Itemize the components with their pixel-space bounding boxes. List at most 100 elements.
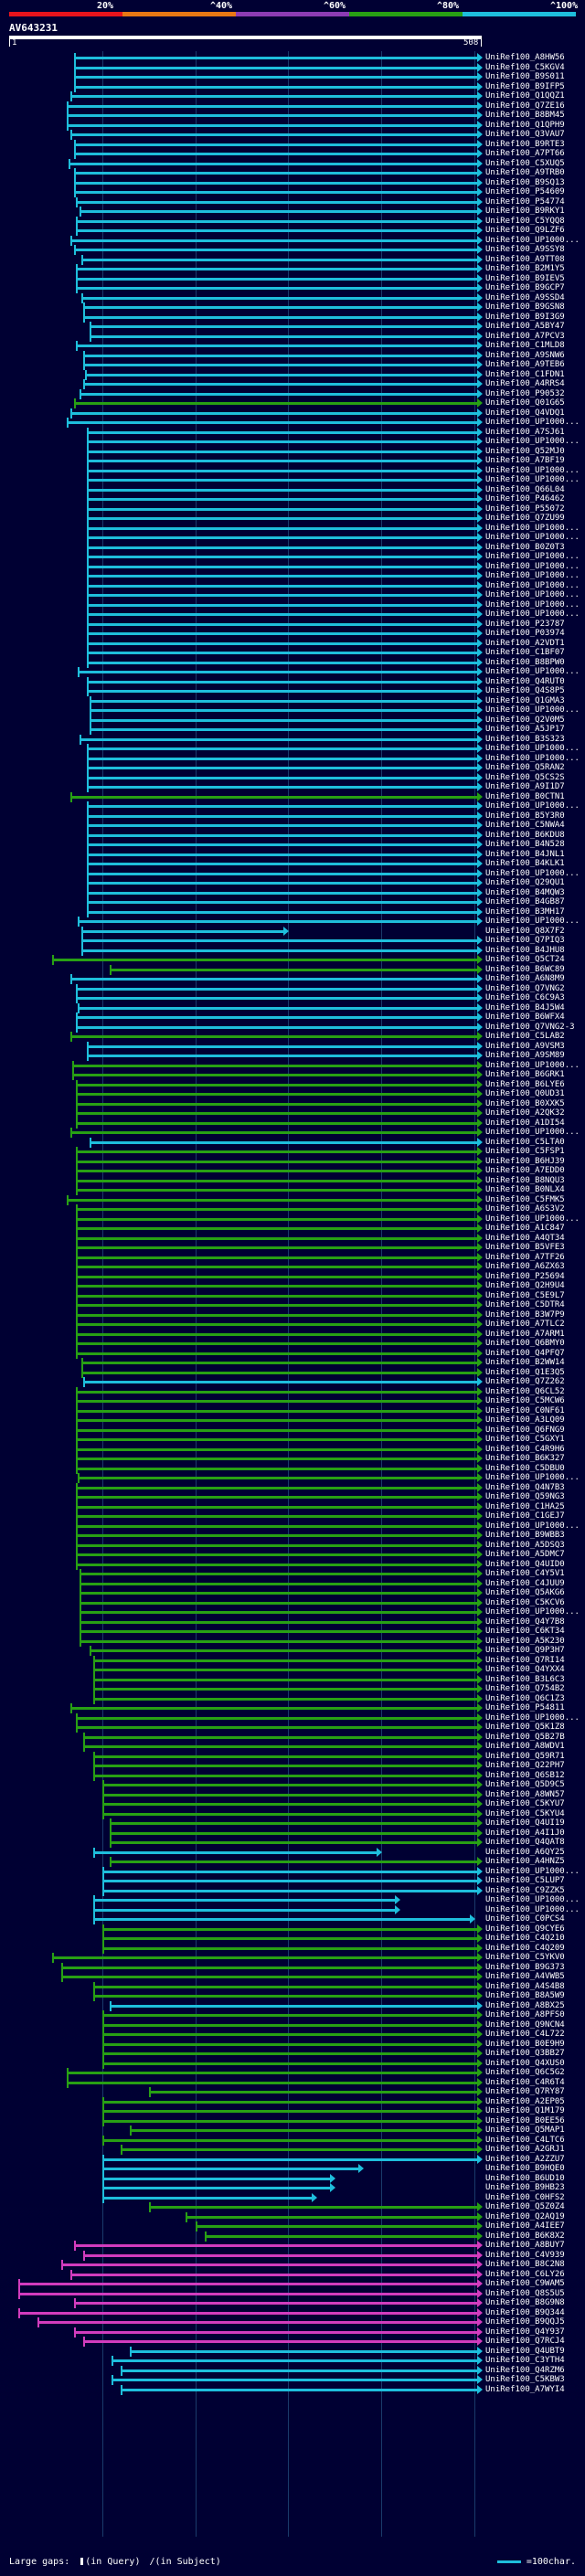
hit-label[interactable]: UniRef100_UP1000... xyxy=(485,580,580,590)
hit-label[interactable]: UniRef100_Q4N7B3 xyxy=(485,1482,565,1492)
hit-label[interactable]: UniRef100_Q4QAT8 xyxy=(485,1838,565,1847)
hit-label[interactable]: UniRef100_B8G9N8 xyxy=(485,2298,565,2307)
hit-row[interactable]: UniRef100_UP1000... xyxy=(0,1904,585,1915)
hit-label[interactable]: UniRef100_UP1000... xyxy=(485,753,580,763)
hit-label[interactable]: UniRef100_UP1000... xyxy=(485,667,580,676)
hit-label[interactable]: UniRef100_C0NF61 xyxy=(485,1405,565,1415)
hit-row[interactable]: UniRef100_UP1000... xyxy=(0,705,585,716)
hit-label[interactable]: UniRef100_A2EP05 xyxy=(485,2096,565,2106)
hit-row[interactable]: UniRef100_B6KDU8 xyxy=(0,830,585,841)
hit-row[interactable]: UniRef100_Q5AKG6 xyxy=(0,1587,585,1598)
hit-row[interactable]: UniRef100_UP1000... xyxy=(0,436,585,447)
hit-label[interactable]: UniRef100_B9GSN8 xyxy=(485,302,565,312)
hit-row[interactable]: UniRef100_C1MLD8 xyxy=(0,340,585,351)
hit-row[interactable]: UniRef100_C5MCW6 xyxy=(0,1395,585,1406)
hit-row[interactable]: UniRef100_Q7RI14 xyxy=(0,1655,585,1666)
hit-label[interactable]: UniRef100_B0XXK5 xyxy=(485,1098,565,1108)
hit-label[interactable]: UniRef100_A9VSM3 xyxy=(485,1041,565,1051)
hit-label[interactable]: UniRef100_Q7PIQ3 xyxy=(485,936,565,945)
hit-label[interactable]: UniRef100_Q4UBT9 xyxy=(485,2346,565,2356)
hit-label[interactable]: UniRef100_B4MQW3 xyxy=(485,887,565,897)
hit-row[interactable]: UniRef100_Q66L04 xyxy=(0,484,585,495)
hit-row[interactable]: UniRef100_Q5CS2S xyxy=(0,772,585,783)
hit-label[interactable]: UniRef100_UP1000... xyxy=(485,610,580,619)
hit-row[interactable]: UniRef100_Q5MAP1 xyxy=(0,2125,585,2136)
hit-label[interactable]: UniRef100_C5KYU4 xyxy=(485,1808,565,1818)
hit-label[interactable]: UniRef100_B9HB23 xyxy=(485,2183,565,2192)
hit-row[interactable]: UniRef100_Q52MJ0 xyxy=(0,446,585,457)
hit-label[interactable]: UniRef100_A8WDV1 xyxy=(485,1742,565,1751)
hit-row[interactable]: UniRef100_UP1000... xyxy=(0,561,585,572)
hit-row[interactable]: UniRef100_A8PFS0 xyxy=(0,2009,585,2020)
hit-row[interactable]: UniRef100_Q7PIQ3 xyxy=(0,935,585,946)
hit-row[interactable]: UniRef100_Q4VDQ1 xyxy=(0,408,585,419)
hit-label[interactable]: UniRef100_B3W7P9 xyxy=(485,1309,565,1320)
hit-row[interactable]: UniRef100_Q9LZF6 xyxy=(0,225,585,236)
hit-label[interactable]: UniRef100_UP1000... xyxy=(485,552,580,561)
hit-row[interactable]: UniRef100_C5LAB2 xyxy=(0,1031,585,1042)
hit-row[interactable]: UniRef100_Q4PFQ7 xyxy=(0,1348,585,1359)
hit-label[interactable]: UniRef100_UP1000... xyxy=(485,1904,580,1914)
hit-label[interactable]: UniRef100_A7PT66 xyxy=(485,149,565,158)
hit-row[interactable]: UniRef100_UP1000... xyxy=(0,580,585,591)
hit-row[interactable]: UniRef100_B4JHU8 xyxy=(0,945,585,956)
hit-label[interactable]: UniRef100_A7BF19 xyxy=(485,456,565,465)
hit-row[interactable]: UniRef100_C4JUU9 xyxy=(0,1578,585,1589)
hit-row[interactable]: UniRef100_UP1000... xyxy=(0,609,585,620)
hit-row[interactable]: UniRef100_C1GEJ7 xyxy=(0,1511,585,1521)
hit-label[interactable]: UniRef100_Q5CS2S xyxy=(485,772,565,782)
hit-row[interactable]: UniRef100_B9S011 xyxy=(0,71,585,82)
hit-row[interactable]: UniRef100_UP1000... xyxy=(0,1214,585,1224)
hit-row[interactable]: UniRef100_B0NLX4 xyxy=(0,1184,585,1195)
hit-row[interactable]: UniRef100_B5VFE3 xyxy=(0,1242,585,1253)
hit-row[interactable]: UniRef100_A1DI54 xyxy=(0,1118,585,1129)
hit-row[interactable]: UniRef100_UP1000... xyxy=(0,589,585,600)
hit-label[interactable]: UniRef100_Q4Y937 xyxy=(485,2327,565,2337)
hit-label[interactable]: UniRef100_B9Q344 xyxy=(485,2307,565,2317)
hit-row[interactable]: UniRef100_Q5K1Z8 xyxy=(0,1722,585,1733)
hit-row[interactable]: UniRef100_A8WN57 xyxy=(0,1789,585,1800)
hit-label[interactable]: UniRef100_A9SM89 xyxy=(485,1051,565,1060)
hit-label[interactable]: UniRef100_Q52MJ0 xyxy=(485,446,565,456)
hit-label[interactable]: UniRef100_Q01G65 xyxy=(485,398,565,408)
hit-label[interactable]: UniRef100_B5VFE3 xyxy=(485,1243,565,1252)
hit-label[interactable]: UniRef100_UP1000... xyxy=(485,523,580,533)
hit-row[interactable]: UniRef100_B9WBB3 xyxy=(0,1530,585,1541)
hit-label[interactable]: UniRef100_B6UD10 xyxy=(485,2173,565,2183)
hit-row[interactable]: UniRef100_C1HA25 xyxy=(0,1501,585,1512)
hit-row[interactable]: UniRef100_Q7ZU99 xyxy=(0,513,585,524)
hit-row[interactable]: UniRef100_A3LQ09 xyxy=(0,1415,585,1426)
hit-label[interactable]: UniRef100_A8BUY7 xyxy=(485,2241,565,2250)
hit-label[interactable]: UniRef100_B4N528 xyxy=(485,840,565,849)
hit-row[interactable]: UniRef100_C4R6T4 xyxy=(0,2077,585,2088)
hit-label[interactable]: UniRef100_A5DMC7 xyxy=(485,1550,565,1559)
hit-label[interactable]: UniRef100_C0HFS2 xyxy=(485,2192,565,2202)
hit-row[interactable]: UniRef100_Q754B2 xyxy=(0,1683,585,1694)
hit-label[interactable]: UniRef100_B0EE56 xyxy=(485,2115,565,2125)
hit-row[interactable]: UniRef100_Q4Y7B8 xyxy=(0,1617,585,1627)
hit-label[interactable]: UniRef100_UP1000... xyxy=(485,1060,580,1070)
hit-label[interactable]: UniRef100_Q6CL52 xyxy=(485,1386,565,1396)
hit-row[interactable]: UniRef100_C4Q209 xyxy=(0,1943,585,1954)
hit-row[interactable]: UniRef100_C4Y5V1 xyxy=(0,1568,585,1579)
hit-row[interactable]: UniRef100_B9G373 xyxy=(0,1962,585,1973)
hit-row[interactable]: UniRef100_B8C2N8 xyxy=(0,2259,585,2270)
hit-row[interactable]: UniRef100_UP1000... xyxy=(0,235,585,246)
hit-row[interactable]: UniRef100_Q4UI19 xyxy=(0,1818,585,1829)
hit-row[interactable]: UniRef100_C5KCV6 xyxy=(0,1597,585,1608)
hit-label[interactable]: UniRef100_Q3BB27 xyxy=(485,2049,565,2058)
hit-label[interactable]: UniRef100_B6WC89 xyxy=(485,964,565,974)
hit-row[interactable]: UniRef100_UP1000... xyxy=(0,868,585,879)
hit-label[interactable]: UniRef100_A7ARM1 xyxy=(485,1329,565,1339)
hit-row[interactable]: UniRef100_B8BM45 xyxy=(0,110,585,121)
hit-row[interactable]: UniRef100_A9TEB6 xyxy=(0,359,585,370)
hit-row[interactable]: UniRef100_B2M1Y5 xyxy=(0,263,585,274)
hit-label[interactable]: UniRef100_A6S3V2 xyxy=(485,1204,565,1214)
hit-label[interactable]: UniRef100_Q5MAP1 xyxy=(485,2125,565,2135)
hit-row[interactable]: UniRef100_P23787 xyxy=(0,619,585,630)
hit-row[interactable]: UniRef100_Q5B27B xyxy=(0,1732,585,1743)
hit-row[interactable]: UniRef100_B4MQW3 xyxy=(0,887,585,898)
hit-label[interactable]: UniRef100_Q4VDQ1 xyxy=(485,408,565,418)
hit-label[interactable]: UniRef100_UP1000... xyxy=(485,1712,580,1723)
hit-label[interactable]: UniRef100_B3L6C3 xyxy=(485,1674,565,1684)
